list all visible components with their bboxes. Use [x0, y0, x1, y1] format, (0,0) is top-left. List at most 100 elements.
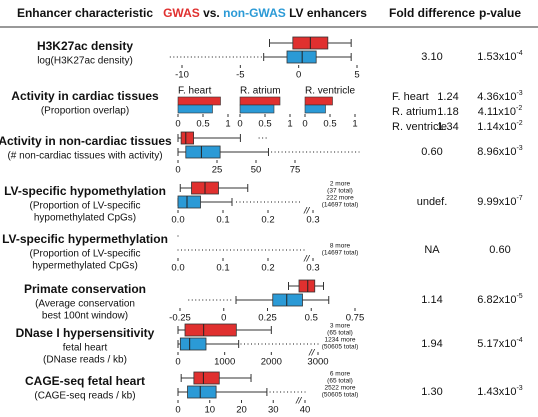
bar: [239, 104, 275, 114]
column-header: GWAS vs. non-GWAS LV enhancers: [163, 6, 367, 20]
p-value: 1.53x10-4: [477, 50, 522, 63]
x-tick-label: 75: [290, 165, 301, 176]
x-tick-label: 0: [296, 70, 301, 81]
x-tick-label: 0.3: [306, 263, 319, 274]
annotation: (65 total): [327, 378, 353, 385]
row-title: Primate conservation: [24, 282, 146, 296]
annotation: 2 more: [330, 181, 351, 188]
row-subtitle: (Proportion of LV-specific: [30, 201, 141, 212]
x-tick-label: 0: [175, 357, 180, 368]
annotation: (37 total): [327, 188, 353, 195]
p-value-base: 4.36x10: [477, 91, 516, 103]
x-tick-label: -0.25: [169, 313, 191, 324]
annotation: 222 more: [326, 195, 354, 202]
row-subtitle: best 100nt window): [42, 311, 128, 322]
fold-label: R. ventricle: [392, 121, 447, 133]
annotation: (50605 total): [322, 392, 359, 399]
p-value-base: 4.11x10: [478, 106, 516, 118]
panel-label: R. atrium: [240, 86, 281, 97]
box: [185, 145, 221, 159]
bar: [177, 96, 221, 106]
row-title: DNase I hypersensitivity: [16, 326, 155, 340]
x-tick-label: 0.0: [171, 263, 184, 274]
fold-value: 1.14: [421, 294, 442, 306]
x-tick-label: 0.3: [306, 215, 319, 226]
box: [272, 293, 303, 307]
x-tick-label: 0.1: [216, 263, 229, 274]
fold-value: 1.24: [437, 91, 458, 103]
p-value: 8.96x10-3: [477, 145, 522, 158]
axis-break: //: [303, 206, 311, 217]
p-value: 0.60: [489, 244, 510, 256]
p-value: 1.14x10-2: [477, 120, 522, 133]
annotation: 8 more: [330, 243, 351, 250]
p-value: 4.11x10-2: [478, 105, 523, 118]
x-tick-label: 3000: [307, 357, 328, 368]
row-subtitle: (Proportion of LV-specific: [30, 249, 141, 260]
x-tick-label: 40: [300, 405, 311, 416]
x-tick-label: 10: [204, 405, 215, 416]
x-tick-label: 0.5: [305, 313, 318, 324]
x-tick-label: -10: [175, 70, 189, 81]
row-subtitle: (# non-cardiac tissues with activity): [7, 151, 162, 162]
x-tick-label: 0: [175, 165, 180, 176]
p-value-base: 9.99x10: [477, 196, 516, 208]
p-value-base: 0.60: [489, 244, 510, 256]
x-tick-label: 1: [287, 119, 292, 130]
p-value: 9.99x10-7: [477, 195, 522, 208]
x-tick-label: 0: [221, 313, 226, 324]
row-title: LV-specific hypomethylation: [4, 184, 166, 198]
annotation: 1234 more: [324, 337, 355, 344]
p-value-base: 1.53x10: [477, 51, 516, 63]
x-tick-label: -5: [236, 70, 244, 81]
header-text: vs.: [200, 6, 223, 20]
axis-break: //: [295, 396, 303, 407]
fold-value: 0.60: [421, 146, 442, 158]
box: [193, 371, 220, 385]
p-value-exponent: -3: [516, 145, 522, 152]
row-subtitle: (Proportion overlap): [41, 106, 129, 117]
x-tick-label: 0.0: [171, 215, 184, 226]
box: [187, 385, 217, 399]
p-value: 4.36x10-3: [477, 90, 522, 103]
x-tick-label: 0.5: [196, 119, 209, 130]
x-tick-label: 50: [251, 165, 262, 176]
p-value-exponent: -7: [516, 195, 522, 202]
legend-gwas: GWAS: [163, 6, 200, 20]
x-tick-label: 0: [175, 119, 180, 130]
box: [184, 323, 237, 337]
fold-value: 1.34: [437, 121, 458, 133]
panel-label: R. ventricle: [305, 86, 355, 97]
axis-break: //: [308, 348, 316, 359]
annotation: (14697 total): [322, 202, 359, 209]
p-value-base: 1.43x10: [477, 386, 516, 398]
p-value-base: 8.96x10: [477, 146, 516, 158]
annotation: 2522 more: [324, 385, 355, 392]
x-tick-label: 0.25: [258, 313, 277, 324]
annotation: 6 more: [330, 371, 351, 378]
row-subtitle: log(H3K27ac density): [37, 56, 133, 67]
panel-label: F. heart: [178, 86, 212, 97]
fold-value: undef.: [417, 196, 448, 208]
column-header: p-value: [479, 6, 521, 20]
x-tick-label: 30: [268, 405, 279, 416]
legend-non-gwas: non-GWAS: [223, 6, 286, 20]
p-value: 6.82x10-5: [477, 293, 522, 306]
box: [177, 195, 201, 209]
annotation: (14697 total): [322, 250, 359, 257]
annotation: 3 more: [330, 323, 351, 330]
box: [180, 131, 194, 145]
x-tick-label: 25: [212, 165, 223, 176]
x-tick-label: 20: [236, 405, 247, 416]
x-tick-label: 2000: [261, 357, 282, 368]
row-subtitle: fetal heart: [63, 343, 108, 354]
row-title: Activity in non-cardiac tissues: [0, 134, 172, 148]
x-tick-label: 5: [354, 70, 359, 81]
p-value-exponent: -3: [516, 385, 522, 392]
fold-value: NA: [424, 244, 440, 256]
column-header: Fold difference: [389, 6, 475, 20]
row-subtitle: hypomethylated CpGs): [34, 213, 136, 224]
row-title: Activity in cardiac tissues: [11, 89, 159, 103]
fold-label: R. atrium: [392, 106, 437, 118]
row-title: CAGE-seq fetal heart: [25, 374, 145, 388]
